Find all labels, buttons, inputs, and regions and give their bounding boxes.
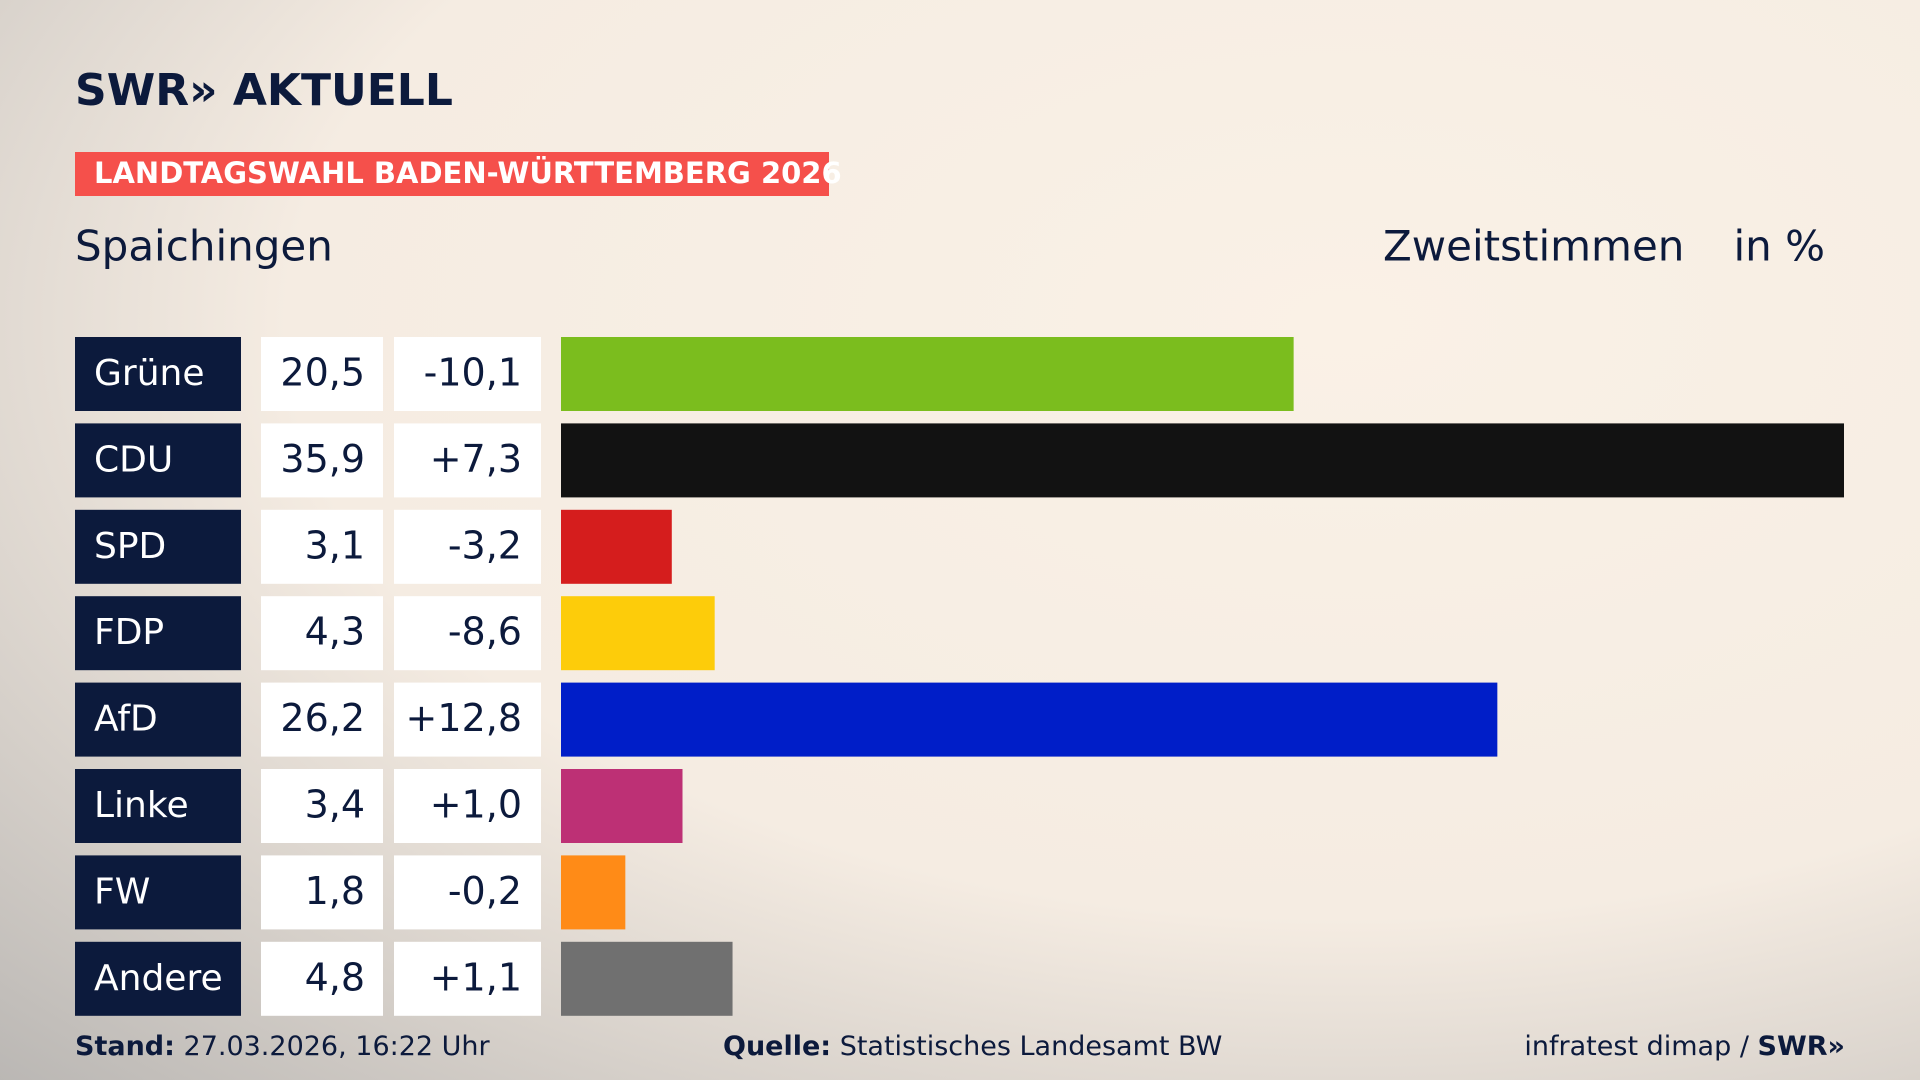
change-box	[394, 509, 541, 584]
change-label: +1,1	[430, 955, 522, 999]
party-label: CDU	[94, 439, 173, 480]
party-label: Andere	[94, 958, 223, 999]
change-box	[394, 596, 541, 671]
value-label: 4,3	[305, 610, 365, 654]
party-box	[75, 769, 241, 843]
party-label: FW	[94, 871, 150, 912]
change-label: -3,2	[448, 523, 522, 567]
bar	[561, 509, 672, 584]
party-box	[75, 337, 241, 411]
banner-bg	[75, 152, 829, 196]
credit-text: infratest dimap /	[1524, 1031, 1749, 1062]
value-box	[261, 769, 383, 843]
party-box	[75, 423, 241, 498]
party-label: Linke	[94, 785, 189, 826]
value-box	[261, 682, 383, 757]
change-label: -8,6	[448, 610, 522, 654]
source-value: Statistisches Landesamt BW	[840, 1031, 1223, 1062]
bar	[561, 855, 626, 930]
banner: LANDTAGSWAHL BADEN-WÜRTTEMBERG 2026	[94, 156, 842, 190]
source-label: Quelle:	[723, 1031, 831, 1062]
party-box	[75, 596, 241, 671]
credit-brand: SWR»	[1758, 1031, 1845, 1062]
stand-value: 27.03.2026, 16:22 Uhr	[184, 1031, 491, 1062]
value-box	[261, 423, 383, 498]
change-label: +1,0	[430, 783, 522, 827]
value-box	[261, 941, 383, 1016]
stand: Stand: 27.03.2026, 16:22 Uhr	[75, 1031, 491, 1062]
party-box	[75, 509, 241, 584]
change-label: +7,3	[430, 437, 522, 481]
value-label: 35,9	[280, 437, 365, 481]
change-label: -0,2	[448, 869, 522, 913]
stand-label: Stand:	[75, 1031, 175, 1062]
value-box	[261, 855, 383, 930]
credit: infratest dimap / SWR»	[1524, 1031, 1845, 1062]
party-box	[75, 855, 241, 930]
party-label: Grüne	[94, 353, 204, 394]
bar	[561, 769, 683, 843]
party-box	[75, 941, 241, 1016]
party-label: FDP	[94, 612, 164, 653]
party-box	[75, 682, 241, 757]
bar	[561, 682, 1498, 757]
measure: Zweitstimmen	[1383, 222, 1684, 271]
change-box	[394, 337, 541, 411]
bar	[561, 596, 715, 671]
chart-title: Spaichingen	[75, 222, 333, 271]
change-box	[394, 941, 541, 1016]
change-label: -10,1	[424, 351, 522, 395]
change-box	[394, 855, 541, 930]
value-box	[261, 509, 383, 584]
value-label: 4,8	[305, 955, 365, 999]
bar	[561, 423, 1844, 498]
value-box	[261, 596, 383, 671]
value-label: 3,1	[305, 523, 365, 567]
party-label: AfD	[94, 699, 158, 740]
party-label: SPD	[94, 526, 166, 567]
value-box	[261, 337, 383, 411]
value-label: 1,8	[305, 869, 365, 913]
unit: in %	[1733, 222, 1825, 271]
change-label: +12,8	[406, 696, 522, 740]
brand: SWR» AKTUELL	[75, 65, 453, 116]
bar	[561, 337, 1294, 411]
source: Quelle: Statistisches Landesamt BW	[723, 1031, 1222, 1062]
value-label: 3,4	[305, 783, 365, 827]
change-box	[394, 682, 541, 757]
bar	[561, 941, 733, 1016]
change-box	[394, 769, 541, 843]
value-label: 20,5	[280, 351, 365, 395]
value-label: 26,2	[280, 696, 365, 740]
change-box	[394, 423, 541, 498]
